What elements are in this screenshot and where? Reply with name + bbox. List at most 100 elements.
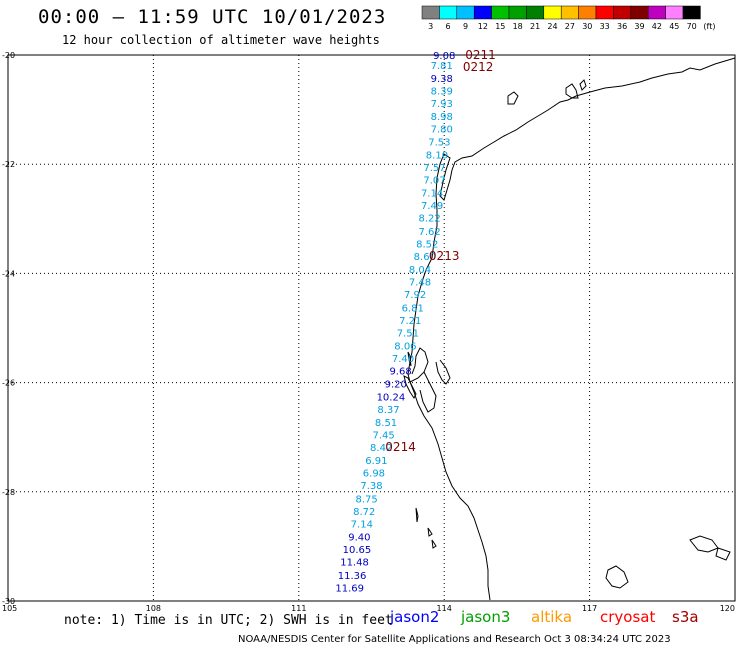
lat-tick-label: -24 [2, 269, 15, 278]
satellite-label-s3a: s3a [672, 608, 699, 626]
lon-tick-label: 120 [720, 604, 735, 612]
legend-bin-label: 3 [428, 22, 433, 31]
wave-height-value: 7.48 [409, 278, 431, 289]
legend-bin-label: 21 [530, 22, 540, 31]
legend-bin-label: 70 [687, 22, 697, 31]
wave-height-value: 7.53 [428, 137, 450, 148]
legend-bin-label: 9 [463, 22, 468, 31]
lon-tick-label: 108 [146, 604, 161, 612]
pass-number-label: 0211 [465, 48, 496, 62]
credit-line: NOAA/NESDIS Center for Satellite Applica… [238, 634, 671, 645]
lat-tick-label: -26 [2, 379, 15, 388]
coastline [403, 57, 736, 601]
graticule [7, 54, 736, 602]
shark-bay-inner [419, 371, 437, 413]
satellite-label-jason3: jason3 [461, 608, 511, 626]
legend-bin-label: 12 [478, 22, 488, 31]
barrow-island [507, 91, 519, 105]
wave-height-value: 8.52 [416, 239, 438, 250]
lon-tick-label: 105 [2, 604, 17, 612]
satellite-label-altika: altika [531, 608, 573, 626]
wave-height-value: 8.39 [431, 86, 453, 97]
wave-height-value: 7.62 [419, 227, 441, 238]
wave-height-value: 7.14 [351, 519, 373, 530]
southeast-island-c [715, 547, 731, 561]
wave-height-value: 6.91 [365, 456, 387, 467]
legend-bin-label: 39 [634, 22, 644, 31]
wave-height-value: 7.92 [404, 290, 426, 301]
wave-height-value: 8.22 [419, 214, 441, 225]
lat-tick-label: -28 [2, 488, 15, 497]
lon-tick-label: 117 [582, 604, 597, 612]
legend-bin-label: 6 [446, 22, 451, 31]
wave-height-value: 8.72 [353, 507, 375, 518]
legend-swatch [682, 5, 701, 20]
wave-height-value: 8.75 [356, 494, 378, 505]
bernier-island [407, 351, 412, 367]
pass-number-label: 0213 [429, 249, 460, 263]
shark-bay-east [435, 359, 451, 385]
color-legend: 3 6 9 12 15 18 21 24 27 30 33 36 39 42 45 70 (ft) [421, 5, 715, 31]
shark-bay-peninsula [409, 347, 429, 383]
legend-bin-label: 30 [582, 22, 592, 31]
wave-height-value: 8.42 [370, 443, 392, 454]
footnote: note: 1) Time is in UTC; 2) SWH is in fe… [64, 613, 393, 628]
wave-height-value: 7.81 [431, 61, 453, 72]
wave-height-value: 9.08 [433, 51, 455, 62]
page-subtitle: 12 hour collection of altimeter wave hei… [62, 33, 380, 47]
wave-height-value: 8.51 [375, 418, 397, 429]
wave-height-value: 7.40 [392, 354, 414, 365]
wave-height-value: 9.68 [389, 367, 411, 378]
satellite-label-cryosat: cryosat [600, 608, 656, 626]
southeast-island-a [605, 565, 629, 589]
wave-height-value: 7.80 [431, 125, 453, 136]
wave-height-value: 8.06 [394, 341, 416, 352]
wave-height-value: 10.65 [343, 545, 372, 556]
wave-height-value: 7.51 [397, 328, 419, 339]
legend-bin-label: 42 [652, 22, 662, 31]
wave-height-value: 7.57 [423, 163, 445, 174]
wave-height-value: 7.21 [399, 316, 421, 327]
pass-number-label: 0214 [385, 440, 416, 454]
wave-height-value: 8.04 [409, 265, 431, 276]
page-title: 00:00 – 11:59 UTC 10/01/2023 [38, 6, 387, 28]
legend-bin-label: 45 [669, 22, 679, 31]
satellite-label-jason2: jason2 [390, 608, 440, 626]
legend-unit: (ft) [703, 22, 715, 31]
southeast-island-b [689, 535, 719, 553]
legend-bin-label: 18 [513, 22, 523, 31]
wave-height-value: 6.98 [363, 469, 385, 480]
lat-tick-label: -22 [2, 160, 15, 169]
wave-height-value: 7.49 [421, 201, 443, 212]
legend-bin-label: 24 [547, 22, 557, 31]
legend-bin-label: 27 [565, 22, 575, 31]
wave-height-value: 7.93 [431, 99, 453, 110]
wave-height-value: 11.69 [335, 583, 364, 594]
lon-tick-label: 111 [291, 604, 306, 612]
wave-height-value: 8.10 [426, 150, 448, 161]
wave-height-value: 9.20 [385, 380, 407, 391]
dirk-hartog-island [403, 375, 417, 399]
abrolhos-islands [415, 507, 437, 549]
wave-height-value: 8.60 [414, 252, 436, 263]
wave-height-value: 9.38 [431, 74, 453, 85]
wave-height-value: 11.48 [340, 558, 369, 569]
legend-bin-label: 33 [600, 22, 610, 31]
dampier-islands [565, 79, 587, 99]
wave-height-value: 7.14 [421, 189, 443, 200]
wave-height-value: 11.36 [338, 571, 367, 582]
lat-tick-label: -20 [2, 51, 15, 60]
legend-bin-label: 15 [495, 22, 505, 31]
mainland-coastline [407, 57, 736, 601]
wave-height-value: 7.38 [360, 481, 382, 492]
pass-number-label: 0212 [463, 60, 494, 74]
wave-height-value: 8.98 [431, 112, 453, 123]
wave-height-labels: 9.087.81 9.388.39 7.93 8.98 7.807.53 8.10 7.57… [335, 51, 455, 594]
wave-height-value: 8.37 [377, 405, 399, 416]
lat-tick-label: -30 [2, 597, 15, 606]
lon-tick-label: 114 [437, 604, 452, 612]
